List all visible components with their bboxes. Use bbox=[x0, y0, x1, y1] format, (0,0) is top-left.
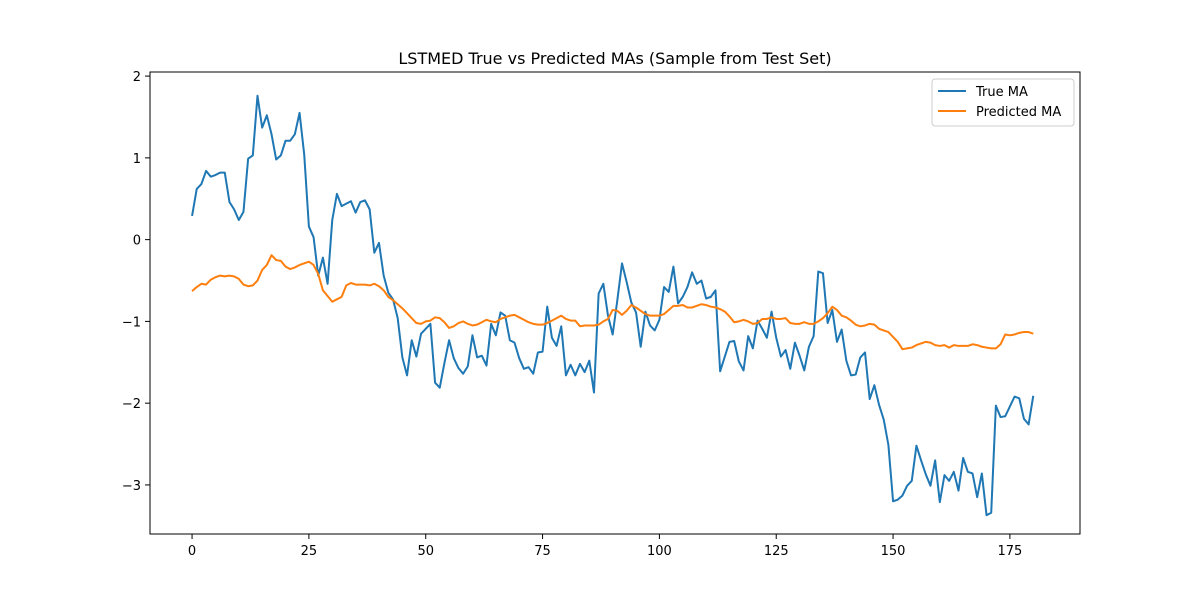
y-tick-label: 0 bbox=[133, 234, 141, 249]
legend-label: Predicted MA bbox=[976, 105, 1061, 120]
y-axis: 2 1 0 −1 −2 −3 bbox=[122, 70, 150, 494]
x-tick-label: 125 bbox=[764, 544, 789, 559]
x-tick-label: 75 bbox=[534, 544, 551, 559]
x-tick-label: 25 bbox=[301, 544, 318, 559]
series-line-predicted-ma bbox=[191, 254, 1034, 351]
x-tick-label: 50 bbox=[417, 544, 434, 559]
x-tick-label: 150 bbox=[881, 544, 906, 559]
chart-title: LSTMED True vs Predicted MAs (Sample fro… bbox=[398, 49, 831, 68]
y-tick-label: 1 bbox=[133, 152, 141, 167]
series-line-true-ma bbox=[191, 94, 1035, 517]
y-tick-label: −1 bbox=[122, 315, 141, 330]
x-axis: 0 25 50 75 100 125 150 175 bbox=[188, 534, 1022, 559]
legend-label: True MA bbox=[975, 85, 1028, 100]
axes-frame bbox=[149, 71, 1081, 535]
legend-box bbox=[931, 78, 1075, 127]
y-tick-label: 2 bbox=[133, 70, 141, 85]
legend: True MA Predicted MA bbox=[931, 78, 1075, 127]
x-tick-label: 175 bbox=[997, 544, 1022, 559]
x-tick-label: 0 bbox=[188, 544, 196, 559]
plot-area bbox=[191, 94, 1035, 517]
x-tick-label: 100 bbox=[647, 544, 672, 559]
y-tick-label: −3 bbox=[122, 479, 141, 494]
y-tick-label: −2 bbox=[122, 397, 141, 412]
